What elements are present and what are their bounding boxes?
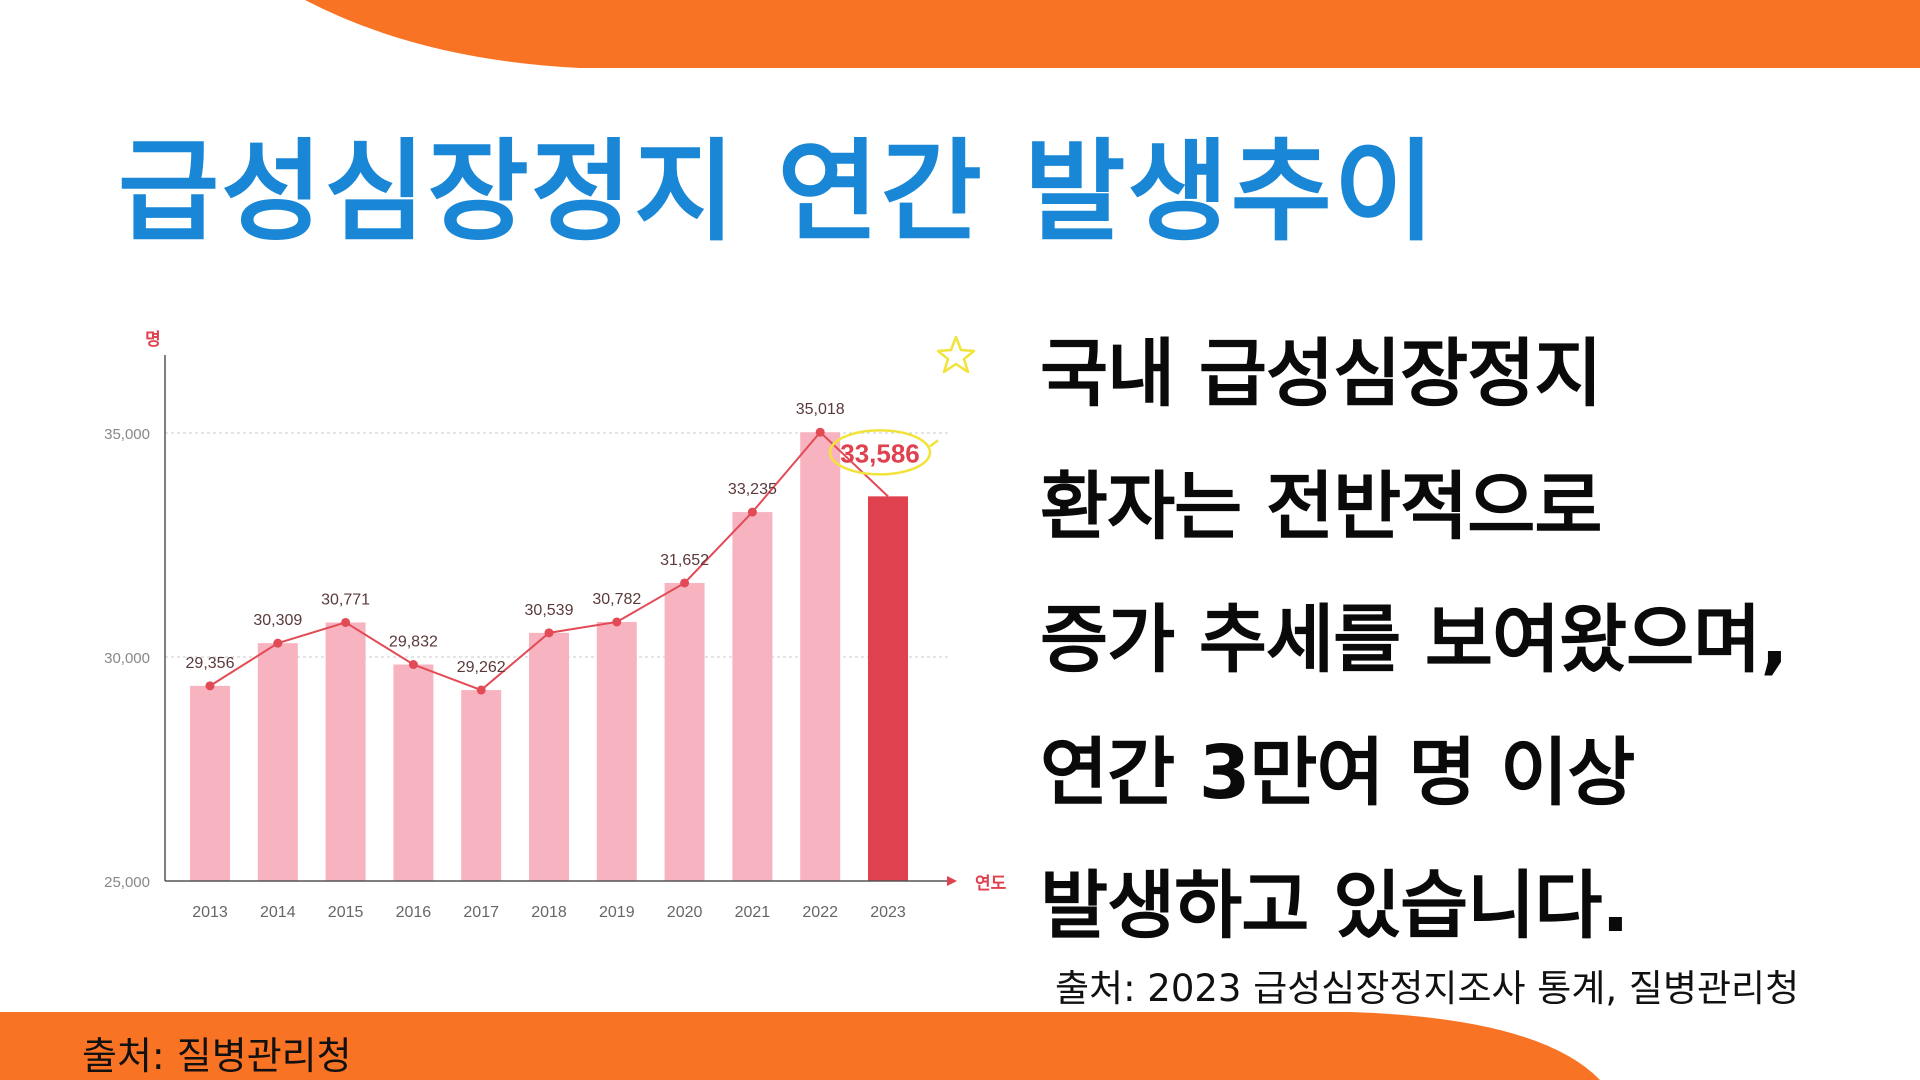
y-tick-label: 30,000 <box>104 650 150 667</box>
data-label: 30,539 <box>525 602 574 619</box>
x-tick-label: 2021 <box>735 904 771 921</box>
description-line-3: 증가 추세를 보여왔으며, <box>1040 597 1788 683</box>
description: 국내 급성심장정지 환자는 전반적으로 증가 추세를 보여왔으며, 연간 3만여… <box>1040 308 1900 973</box>
line-point <box>815 427 825 437</box>
x-tick-label: 2019 <box>599 904 635 921</box>
bar <box>868 496 908 881</box>
data-label: 30,782 <box>592 591 641 608</box>
line-point <box>747 507 757 517</box>
x-tick-label: 2017 <box>463 904 499 921</box>
line-point <box>205 681 215 691</box>
description-line-5: 발생하고 있습니다. <box>1040 863 1630 949</box>
bar <box>393 664 434 881</box>
bar <box>664 582 705 881</box>
highlight-circle <box>828 429 932 476</box>
x-tick-label: 2013 <box>192 904 228 921</box>
line-point <box>612 617 622 627</box>
highlight-circle-tail <box>929 439 939 448</box>
bottom-orange-wave <box>0 1012 1600 1080</box>
cardiac-arrest-chart: 29,356 30,309 30,771 29,832 29,262 30,539 30,7… <box>104 330 1007 921</box>
source-note: 출처: 2023 급성심장정지조사 통계, 질병관리청 <box>1055 967 1800 1010</box>
x-tick-label: 2018 <box>531 904 567 921</box>
y-tick-label: 35,000 <box>104 426 150 443</box>
description-line-2: 환자는 전반적으로 <box>1040 464 1602 550</box>
bar <box>800 432 841 881</box>
description-line-1: 국내 급성심장정지 <box>1040 331 1602 417</box>
star-icon <box>936 335 976 374</box>
bar <box>257 643 298 881</box>
x-tick-label: 2022 <box>802 904 838 921</box>
line-point <box>544 628 554 638</box>
x-axis-label: 연도 <box>975 874 1007 893</box>
bar <box>325 622 366 881</box>
data-label: 33,235 <box>728 481 777 498</box>
line-point <box>680 578 690 588</box>
data-label: 35,018 <box>796 401 845 418</box>
data-label: 31,652 <box>660 552 709 569</box>
bar <box>461 690 502 881</box>
line-point <box>408 660 418 670</box>
x-tick-label: 2014 <box>260 904 296 921</box>
data-label: 29,356 <box>186 655 235 672</box>
data-label: 29,262 <box>457 659 506 676</box>
line-point <box>273 638 283 648</box>
x-tick-label: 2015 <box>328 904 364 921</box>
data-label-highlight: 33,586 <box>840 438 920 468</box>
line-point <box>476 685 486 695</box>
y-axis-label: 명 <box>145 330 161 349</box>
data-label: 29,832 <box>389 634 438 651</box>
data-label: 30,309 <box>253 612 302 629</box>
bar <box>596 621 637 881</box>
line-point <box>341 617 351 627</box>
bar <box>190 685 230 881</box>
x-tick-label: 2023 <box>870 904 906 921</box>
data-label: 30,771 <box>321 591 370 608</box>
description-line-4: 연간 3만여 명 이상 <box>1040 730 1635 816</box>
bar <box>732 512 773 881</box>
y-tick-label: 25,000 <box>104 874 150 891</box>
page-title: 급성심장정지 연간 발생추이 <box>118 128 1437 256</box>
source-footer: 출처: 질병관리청 <box>82 1034 352 1078</box>
x-tick-label: 2020 <box>667 904 703 921</box>
x-axis-arrow-icon <box>947 876 957 886</box>
x-tick-label: 2016 <box>396 904 432 921</box>
top-orange-wave <box>305 0 1920 68</box>
bar <box>529 632 569 881</box>
